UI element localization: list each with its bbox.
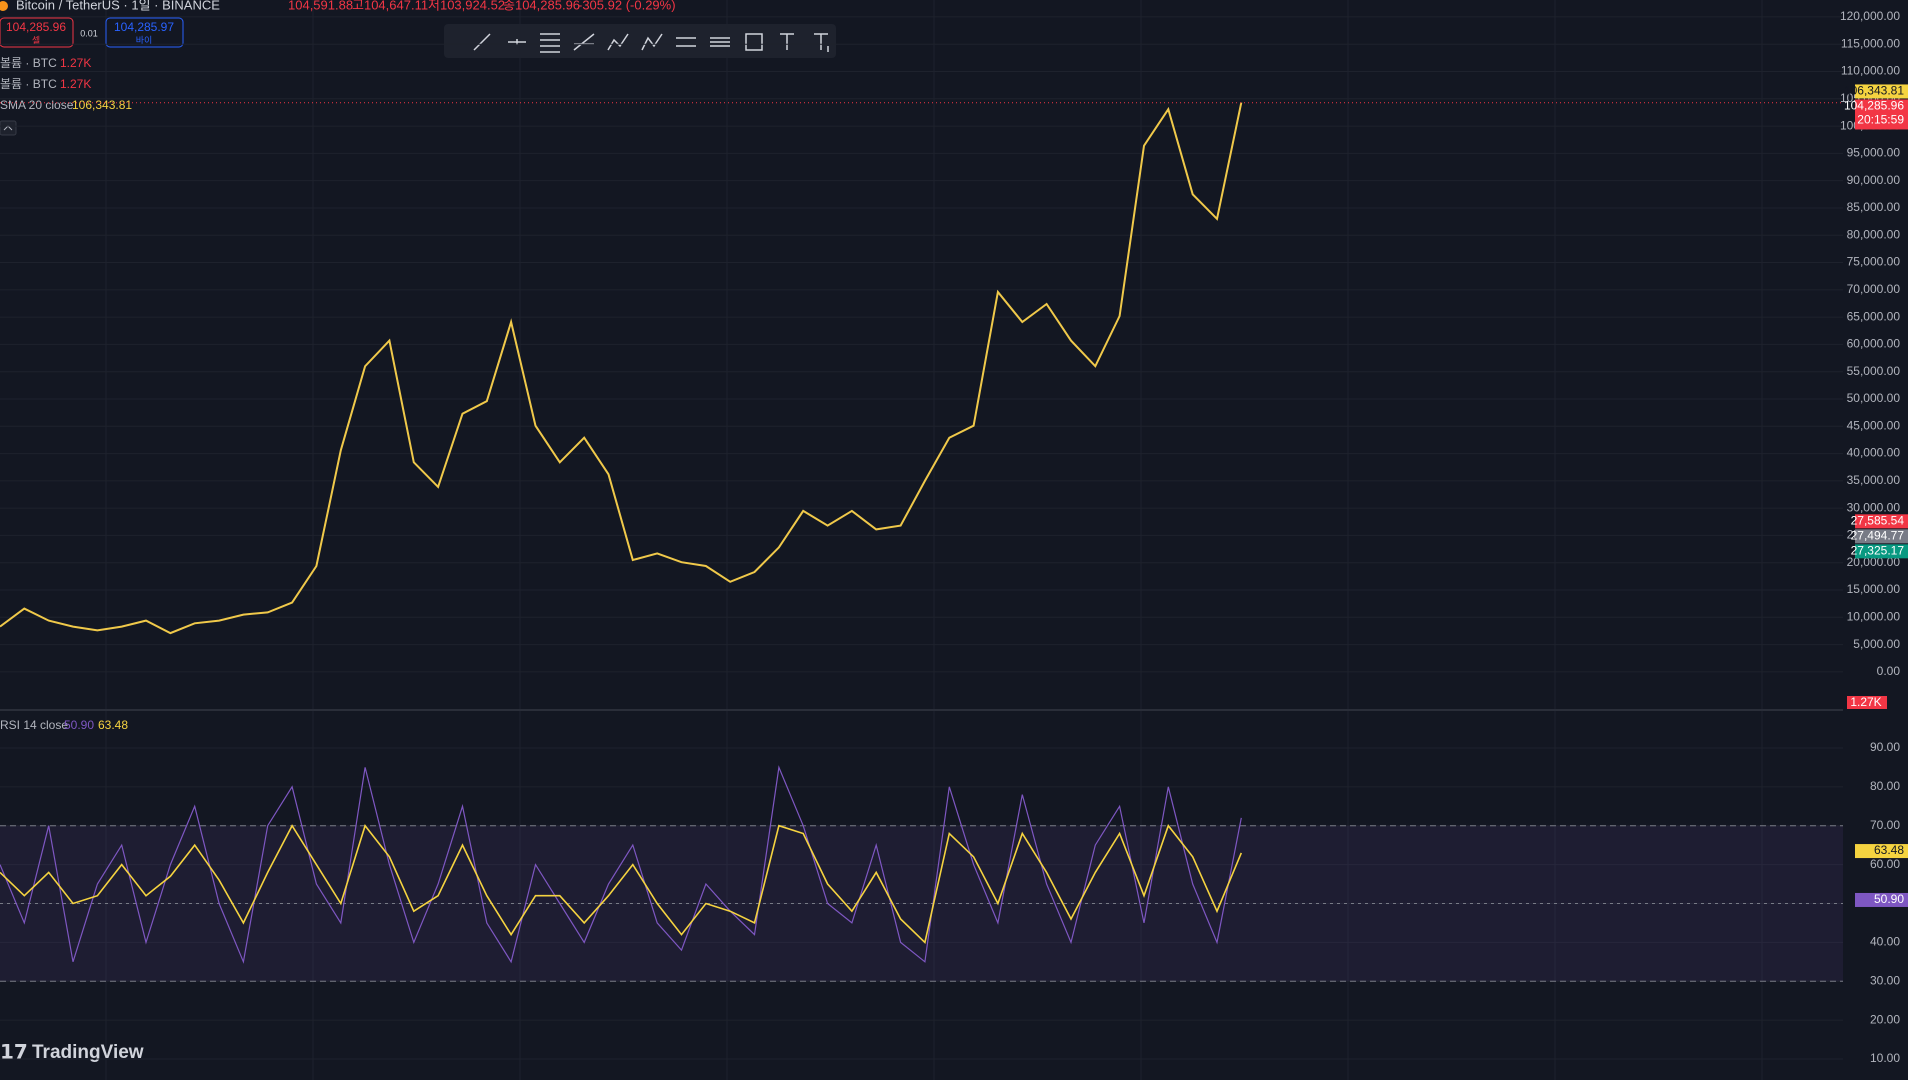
price-tag-label: 50.90	[1874, 892, 1904, 906]
rsi-legend-value: 50.90	[64, 718, 94, 732]
volume-legend: 볼륨 · BTC	[0, 56, 57, 70]
y-tick-label: 10,000.00	[1847, 609, 1901, 623]
buy-price: 104,285.97	[114, 20, 174, 34]
price-tag-label: 27,585.54	[1851, 513, 1905, 527]
y-tick-label: 20,000.00	[1847, 555, 1901, 569]
price-tag	[1855, 844, 1908, 859]
y-tick-label: 90.00	[1870, 740, 1900, 754]
volume-tag	[1847, 696, 1887, 709]
y-tick-label: 80.00	[1870, 779, 1900, 793]
y-tick-label: 15,000.00	[1847, 582, 1901, 596]
y-tick-label: 0.00	[1877, 664, 1901, 678]
tool-pattern[interactable]	[607, 33, 629, 51]
y-tick-label: 60,000.00	[1847, 337, 1901, 351]
price-tag	[1855, 529, 1908, 544]
volume-legend-value: 1.27K	[60, 77, 91, 91]
y-tick-label: 65,000.00	[1847, 309, 1901, 323]
y-tick-label: 10.00	[1870, 1051, 1900, 1065]
tool-projection[interactable]	[710, 37, 730, 47]
ohlc-change: -305.92 (-0.29%)	[578, 0, 676, 12]
y-tick-label: 70,000.00	[1847, 282, 1901, 296]
sma-legend: SMA 20 close	[0, 98, 74, 112]
y-tick-label: 30,000.00	[1847, 500, 1901, 514]
price-tag-label: 106,343.81	[1844, 84, 1904, 98]
y-tick-label: 95,000.00	[1847, 146, 1901, 160]
tool-rect[interactable]	[745, 33, 763, 51]
price-line	[0, 102, 1243, 635]
price-tag-label: 63.48	[1874, 843, 1904, 857]
sell-button[interactable]	[0, 17, 74, 48]
y-tick-label: 75,000.00	[1847, 255, 1901, 269]
tool-text[interactable]	[780, 33, 794, 50]
tool-range[interactable]	[676, 37, 696, 47]
y-tick-label: 40.00	[1870, 935, 1900, 949]
rsi-band	[0, 825, 1843, 982]
sell-price: 104,285.96	[6, 20, 66, 34]
tool-trendline[interactable]	[473, 33, 491, 51]
spread: 0.01	[80, 28, 98, 38]
rsi-legend: RSI 14 close	[0, 718, 68, 732]
toolbar-bg	[444, 24, 836, 58]
ohlc-low: 저103,924.52	[428, 0, 505, 12]
y-tick-label: 70.00	[1870, 818, 1900, 832]
y-tick-label: 110,000.00	[1841, 64, 1900, 78]
drawing-toolbar	[444, 24, 836, 58]
rsi-ma-legend-value: 63.48	[98, 718, 128, 732]
y-tick-label: 55,000.00	[1847, 364, 1901, 378]
tool-channel[interactable]	[540, 33, 560, 53]
y-tick-label: 35,000.00	[1847, 473, 1901, 487]
brand-logo: 𝟭𝟳	[0, 1041, 28, 1063]
volume-legend-value: 1.27K	[60, 56, 91, 70]
price-tag	[1855, 892, 1908, 907]
price-tag	[1855, 84, 1908, 99]
y-tick-label: 90,000.00	[1847, 173, 1901, 187]
y-tick-label: 5,000.00	[1853, 637, 1900, 651]
collapse-button[interactable]	[0, 120, 17, 136]
buy-label: 바이	[136, 35, 153, 45]
price-tag-label: 27,494.77	[1851, 528, 1905, 542]
tool-text-note[interactable]	[814, 33, 829, 52]
coin-icon	[0, 1, 8, 11]
buy-button[interactable]	[105, 17, 184, 48]
ohlc-close: 종104,285.96	[503, 0, 580, 12]
symbol: Bitcoin / TetherUS · 1일 · BINANCE	[16, 0, 220, 12]
volume-tag-label: 1.27K	[1850, 695, 1881, 709]
price-tag-time: 20:15:59	[1857, 113, 1904, 127]
price-tag	[1855, 544, 1908, 559]
ohlc-open: 104,591.88	[288, 0, 353, 12]
indicator-line	[0, 824, 1243, 944]
volume-legend: 볼륨 · BTC	[0, 77, 57, 91]
sell-label: 셀	[32, 35, 40, 45]
vertical-grid	[105, 0, 1763, 1080]
y-tick-label: 85,000.00	[1847, 200, 1901, 214]
y-tick-label: 45,000.00	[1847, 418, 1901, 432]
y-tick-label: 60.00	[1870, 857, 1900, 871]
y-tick-label: 20.00	[1870, 1012, 1900, 1026]
y-tick-label: 50,000.00	[1847, 391, 1901, 405]
price-tag	[1855, 99, 1908, 130]
indicator-line	[0, 765, 1242, 964]
price-tag	[1855, 514, 1908, 529]
y-tick-label: 80,000.00	[1847, 227, 1901, 241]
y-tick-label: 115,000.00	[1841, 36, 1900, 50]
brand-name: TradingView	[32, 1042, 144, 1063]
ohlc-high: 고104,647.11	[352, 0, 428, 12]
y-tick-label: 30.00	[1870, 973, 1900, 987]
y-tick-label: 120,000.00	[1840, 9, 1900, 23]
price-tag-label: 104,285.96	[1844, 99, 1904, 113]
price-tag-label: 27,325.17	[1851, 543, 1905, 557]
sma-legend-value: 106,343.81	[72, 98, 132, 112]
y-tick-label: 40,000.00	[1847, 446, 1901, 460]
